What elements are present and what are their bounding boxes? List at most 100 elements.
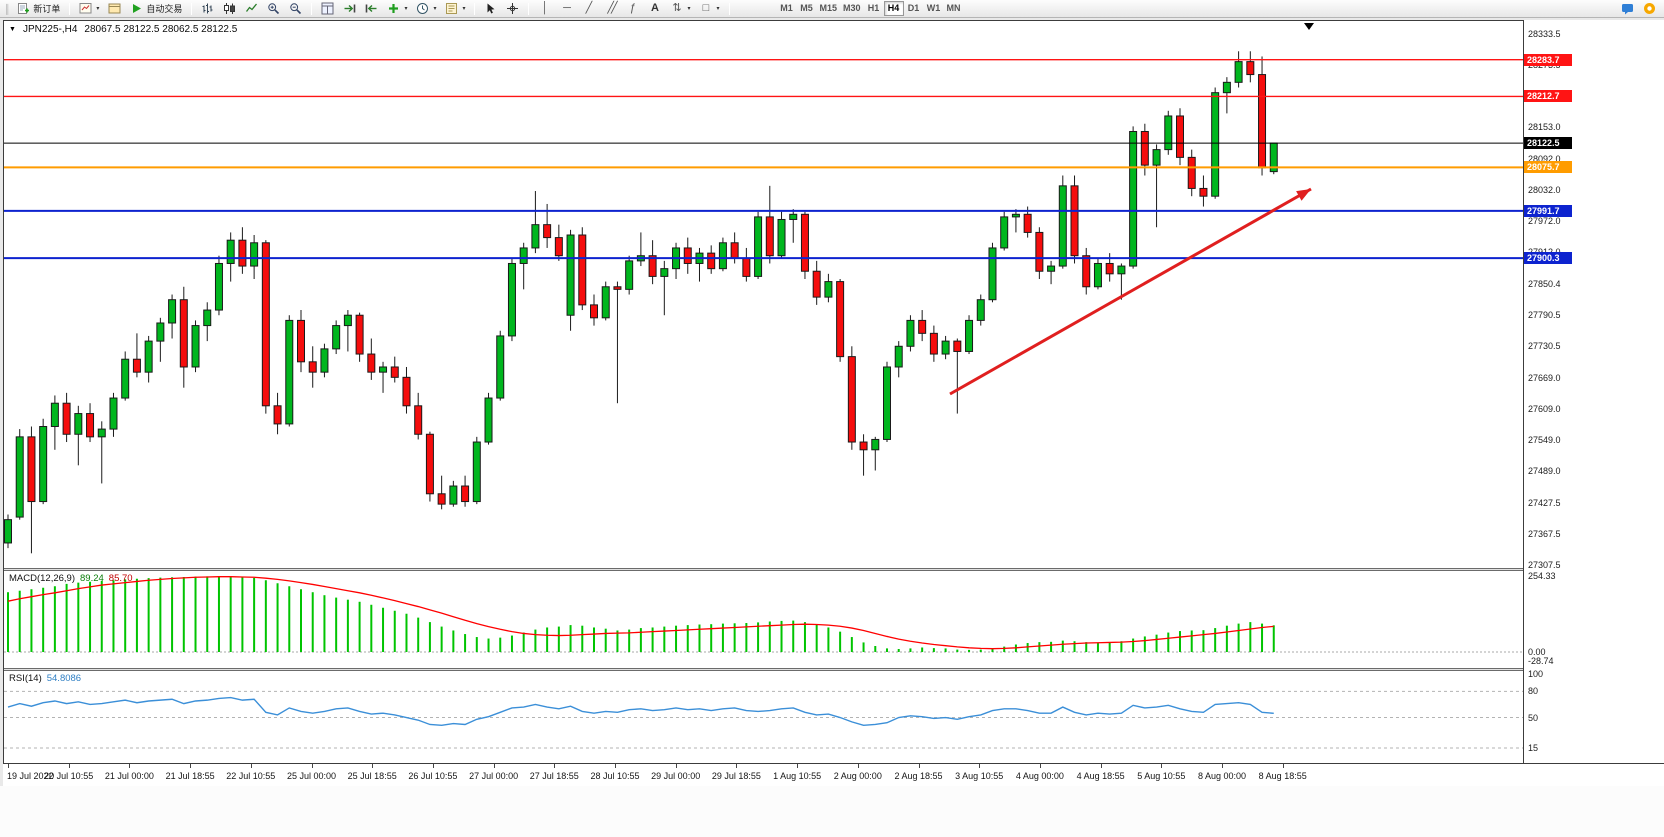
templates-icon (445, 2, 458, 15)
main-chart-canvas[interactable] (4, 21, 1523, 568)
macd-value-main: 89.24 (80, 573, 104, 584)
timeframe-mn[interactable]: MN (944, 1, 964, 16)
time-axis-tick (68, 764, 70, 768)
crosshair-button[interactable] (502, 1, 523, 17)
new-order-icon (17, 2, 30, 15)
time-axis-label: 4 Aug 00:00 (1015, 771, 1064, 781)
vertical-line-button[interactable]: │ (534, 1, 555, 17)
price-axis-label: 27367.5 (1528, 528, 1561, 539)
price-axis-label: 28032.0 (1528, 184, 1561, 195)
shapes-button[interactable]: □ ▾ (696, 1, 724, 17)
time-axis-label: 1 Aug 10:55 (773, 771, 822, 781)
chat-button[interactable] (1617, 1, 1638, 17)
new-order-label: 新订单 (33, 4, 61, 14)
time-axis-tick (129, 764, 131, 768)
zoom-out-button[interactable] (285, 1, 306, 17)
vline-icon: │ (541, 2, 549, 14)
price-axis-label: 27609.0 (1528, 403, 1561, 414)
rsi-axis-label: 80 (1528, 686, 1539, 697)
arrows-button[interactable]: ⇅ ▾ (666, 1, 694, 17)
timeframe-m1[interactable]: M1 (777, 1, 797, 16)
zoom-out-icon (289, 2, 302, 15)
time-axis-label: 8 Aug 18:55 (1258, 771, 1307, 781)
price-axis-label: 27549.0 (1528, 434, 1561, 445)
time-axis-label: 8 Aug 00:00 (1197, 771, 1247, 781)
cursor-button[interactable] (480, 1, 501, 17)
bar-chart-button[interactable] (197, 1, 218, 17)
community-icon (1643, 2, 1656, 15)
tile-windows-button[interactable] (317, 1, 338, 17)
ohlc-dropdown-icon[interactable]: ▼ (9, 26, 16, 33)
price-axis[interactable]: 28333.528273.528213.528153.028092.028032… (1524, 20, 1664, 763)
chart-shift-marker (1304, 23, 1314, 30)
channel-button[interactable]: ╱╱ (600, 1, 621, 17)
dropdown-caret-icon: ▾ (404, 6, 408, 12)
candlesticks-button[interactable] (219, 1, 240, 17)
periods-button[interactable]: ▾ (412, 1, 440, 17)
timeframe-w1[interactable]: W1 (924, 1, 944, 16)
timeframe-m15[interactable]: M15 (817, 1, 841, 16)
price-axis-label: 28092.0 (1528, 153, 1561, 164)
profiles-button[interactable] (104, 1, 125, 17)
splitter-main-macd[interactable] (4, 568, 1523, 571)
profiles-icon (108, 2, 121, 15)
line-chart-button[interactable] (241, 1, 262, 17)
price-tag: 28283.7 (1524, 53, 1572, 66)
time-axis-label: 26 Jul 10:55 (408, 771, 458, 781)
horizontal-line-button[interactable]: ─ (556, 1, 577, 17)
dropdown-caret-icon: ▾ (687, 6, 691, 12)
timeframe-h1[interactable]: H1 (864, 1, 884, 16)
community-button[interactable] (1639, 1, 1660, 17)
trendline-button[interactable]: ╱ (578, 1, 599, 17)
chart-shift-button[interactable] (361, 1, 382, 17)
fibonacci-button[interactable]: ƒ (622, 1, 643, 17)
rsi-canvas[interactable] (4, 671, 1523, 763)
time-axis-tick (736, 764, 738, 768)
time-axis-tick (1100, 764, 1102, 768)
time-axis-label: 3 Aug 10:55 (955, 771, 1004, 781)
dropdown-caret-icon: ▾ (96, 6, 100, 12)
rsi-axis-label: 100 (1528, 669, 1544, 680)
time-axis-label: 25 Jul 00:00 (286, 771, 337, 781)
toolbar-separator (728, 2, 730, 15)
time-axis-tick (554, 764, 556, 768)
time-axis-tick (797, 764, 799, 768)
text-icon: A (651, 2, 659, 14)
timeframe-h4[interactable]: H4 (883, 1, 904, 16)
rsi-label: RSI(14) 54.8086 (9, 673, 81, 684)
time-axis-tick (1282, 764, 1284, 768)
time-axis-label: 2 Aug 00:00 (833, 771, 882, 781)
rsi-name: RSI(14) (9, 673, 42, 684)
time-axis-tick (1161, 764, 1163, 768)
time-axis-tick (857, 764, 859, 768)
price-axis-label: 27669.0 (1528, 372, 1561, 383)
timeframe-d1[interactable]: D1 (904, 1, 924, 16)
candles (4, 51, 1278, 554)
indicators-button[interactable]: ▾ (383, 1, 411, 17)
price-axis-label: 28333.5 (1528, 28, 1561, 39)
price-axis-label: 27850.4 (1528, 278, 1561, 289)
text-button[interactable]: A (644, 1, 665, 17)
timeframe-m30[interactable]: M30 (840, 1, 864, 16)
toolbar-separator (474, 2, 476, 15)
price-axis-label: 27307.5 (1528, 559, 1561, 570)
symbol-period-label: JPN225-,H4 (22, 24, 78, 35)
macd-axis-label: -28.74 (1528, 655, 1554, 666)
new-order-button[interactable]: 新订单 (13, 1, 64, 17)
time-axis-tick (372, 764, 374, 768)
timeframe-m5[interactable]: M5 (797, 1, 817, 16)
macd-axis-label: 254.33 (1528, 570, 1556, 581)
splitter-macd-rsi[interactable] (4, 668, 1523, 671)
charts-button[interactable]: ▾ (75, 1, 103, 17)
zoom-in-button[interactable] (263, 1, 284, 17)
time-axis-tick (311, 764, 313, 768)
fibonacci-icon: ƒ (629, 2, 637, 14)
auto-scroll-button[interactable] (339, 1, 360, 17)
rsi-axis-label: 15 (1528, 742, 1539, 753)
templates-button[interactable]: ▾ (441, 1, 469, 17)
macd-canvas[interactable] (4, 571, 1523, 668)
time-axis[interactable]: 19 Jul 2022 20 Jul 10:55 21 Jul 00:00 21 Ju… (3, 763, 1664, 786)
price-tag: 28075.7 (1524, 161, 1572, 174)
autotrading-button[interactable]: 自动交易 (126, 1, 186, 17)
price-axis-label: 27790.5 (1528, 309, 1561, 320)
